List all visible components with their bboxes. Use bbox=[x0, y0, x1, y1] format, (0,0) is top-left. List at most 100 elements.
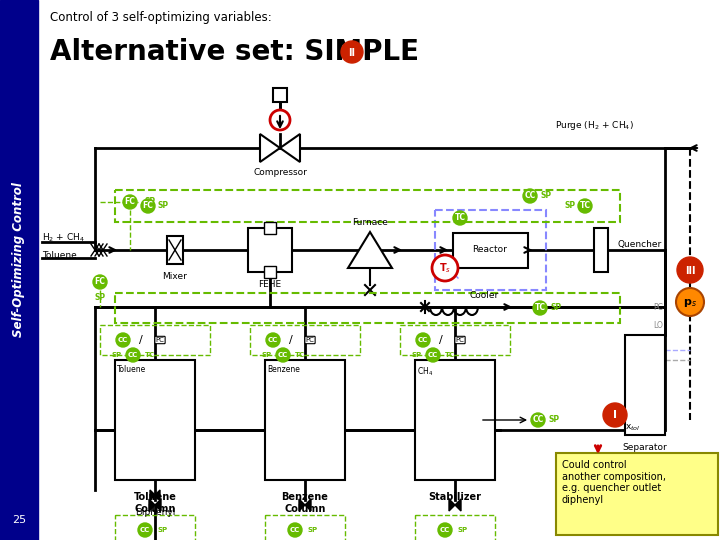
Bar bbox=[250, 325, 360, 355]
Text: SP: SP bbox=[550, 303, 562, 313]
Bar bbox=[100, 325, 210, 355]
Circle shape bbox=[141, 199, 155, 213]
Text: Furnace: Furnace bbox=[352, 218, 388, 227]
Text: SP: SP bbox=[145, 198, 156, 206]
Text: Diphenyl: Diphenyl bbox=[135, 508, 175, 517]
Text: CC: CC bbox=[278, 352, 288, 358]
Text: Control of 3 self-optimizing variables:: Control of 3 self-optimizing variables: bbox=[50, 11, 271, 24]
Text: Benzene
Column: Benzene Column bbox=[282, 492, 328, 514]
Circle shape bbox=[523, 189, 537, 203]
Text: /: / bbox=[289, 335, 293, 345]
Text: LO: LO bbox=[653, 321, 663, 329]
Text: SP: SP bbox=[158, 527, 168, 533]
Circle shape bbox=[93, 275, 107, 289]
Text: SP: SP bbox=[112, 352, 122, 358]
Text: SP: SP bbox=[158, 201, 168, 211]
Text: H$_2$ + CH$_4$: H$_2$ + CH$_4$ bbox=[42, 232, 85, 244]
Bar bbox=[264, 222, 276, 234]
Text: Could control
another composition,
e.g. quencher outlet
diphenyl: Could control another composition, e.g. … bbox=[562, 460, 666, 505]
Bar bbox=[265, 515, 345, 540]
Bar bbox=[400, 325, 510, 355]
Polygon shape bbox=[348, 232, 392, 268]
Text: Toluene
Column: Toluene Column bbox=[134, 492, 176, 514]
Circle shape bbox=[531, 413, 545, 427]
Text: CC: CC bbox=[532, 415, 544, 424]
Circle shape bbox=[266, 333, 280, 347]
Text: TC: TC bbox=[145, 352, 155, 358]
Text: SP: SP bbox=[308, 527, 318, 533]
Text: SP: SP bbox=[412, 352, 422, 358]
Text: PC: PC bbox=[305, 337, 315, 343]
Bar bbox=[265, 360, 345, 480]
Text: SP: SP bbox=[564, 201, 575, 211]
Circle shape bbox=[438, 523, 452, 537]
Text: T$_s$: T$_s$ bbox=[439, 261, 451, 275]
Text: Alternative set: SIMPLE: Alternative set: SIMPLE bbox=[50, 38, 419, 66]
Text: I: I bbox=[613, 410, 617, 420]
Text: Benzene: Benzene bbox=[267, 365, 300, 374]
Polygon shape bbox=[260, 134, 280, 162]
Bar bbox=[625, 335, 665, 435]
Bar bbox=[435, 210, 546, 290]
Text: Toluene: Toluene bbox=[117, 365, 146, 374]
Text: TC: TC bbox=[454, 213, 466, 222]
Bar bbox=[0, 0, 38, 540]
Bar bbox=[273, 88, 287, 102]
Text: x$_{tol}$: x$_{tol}$ bbox=[625, 423, 641, 433]
Text: SP: SP bbox=[262, 352, 272, 358]
Circle shape bbox=[677, 257, 703, 283]
Circle shape bbox=[603, 403, 627, 427]
Text: CC: CC bbox=[428, 352, 438, 358]
Polygon shape bbox=[299, 499, 311, 511]
Text: PC: PC bbox=[456, 337, 464, 343]
Text: III: III bbox=[685, 266, 696, 276]
Bar bbox=[248, 228, 292, 272]
Text: TC: TC bbox=[445, 352, 455, 358]
Text: SP: SP bbox=[94, 294, 106, 302]
Circle shape bbox=[676, 288, 704, 316]
Circle shape bbox=[341, 41, 363, 63]
Text: PC: PC bbox=[653, 303, 663, 313]
Circle shape bbox=[123, 195, 137, 209]
Polygon shape bbox=[449, 499, 461, 511]
Text: FC: FC bbox=[143, 201, 153, 211]
Text: FEHE: FEHE bbox=[258, 280, 282, 289]
Text: CC: CC bbox=[290, 527, 300, 533]
Bar bbox=[115, 190, 620, 222]
Bar bbox=[415, 515, 495, 540]
Bar bbox=[453, 233, 528, 268]
Text: SP: SP bbox=[458, 527, 468, 533]
Circle shape bbox=[416, 333, 430, 347]
Text: FC: FC bbox=[94, 278, 105, 287]
Text: CC: CC bbox=[140, 527, 150, 533]
Text: TC: TC bbox=[580, 201, 590, 211]
Circle shape bbox=[453, 211, 467, 225]
Text: CC: CC bbox=[418, 337, 428, 343]
Text: Self-Optimizing Control: Self-Optimizing Control bbox=[12, 183, 25, 338]
Text: Quencher: Quencher bbox=[618, 240, 662, 249]
Text: CC: CC bbox=[128, 352, 138, 358]
Bar bbox=[264, 266, 276, 278]
Polygon shape bbox=[149, 499, 161, 511]
Polygon shape bbox=[150, 490, 160, 500]
Bar bbox=[115, 293, 620, 323]
Bar bbox=[167, 236, 183, 264]
Bar bbox=[115, 360, 195, 480]
Text: CC: CC bbox=[524, 192, 536, 200]
Circle shape bbox=[116, 333, 130, 347]
Circle shape bbox=[426, 348, 440, 362]
Text: CC: CC bbox=[268, 337, 278, 343]
Text: Separator: Separator bbox=[623, 443, 667, 452]
Circle shape bbox=[276, 348, 290, 362]
Text: Mixer: Mixer bbox=[163, 272, 187, 281]
Circle shape bbox=[138, 523, 152, 537]
Bar bbox=[115, 515, 195, 540]
Text: Stabilizer: Stabilizer bbox=[428, 492, 482, 502]
FancyBboxPatch shape bbox=[556, 453, 718, 535]
Text: CC: CC bbox=[440, 527, 450, 533]
Circle shape bbox=[578, 199, 592, 213]
Text: SP: SP bbox=[549, 415, 559, 424]
Text: PC: PC bbox=[156, 337, 164, 343]
Text: /: / bbox=[139, 335, 143, 345]
Bar bbox=[415, 360, 495, 480]
